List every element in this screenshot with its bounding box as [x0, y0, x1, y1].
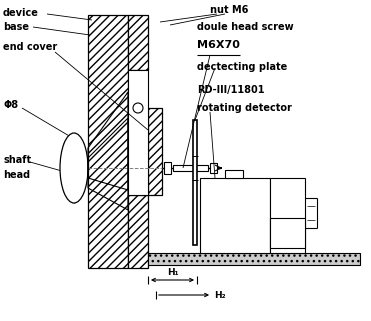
Text: doule head screw: doule head screw: [197, 22, 293, 32]
Ellipse shape: [60, 133, 88, 203]
Text: device: device: [3, 8, 39, 18]
Text: rotating detector: rotating detector: [197, 103, 292, 113]
Text: H₂: H₂: [214, 291, 226, 299]
Bar: [225, 170, 243, 178]
Bar: [128, 15, 148, 70]
Text: RD-III/11801: RD-III/11801: [197, 85, 265, 95]
Text: H₁: H₁: [167, 268, 178, 277]
Bar: [173, 165, 208, 171]
Bar: [200, 178, 270, 253]
Bar: [270, 178, 305, 253]
Bar: [270, 218, 305, 248]
Bar: [88, 15, 128, 268]
Bar: [193, 120, 197, 245]
Bar: [128, 195, 148, 268]
Bar: [210, 163, 217, 173]
Bar: [128, 70, 148, 195]
Bar: [148, 108, 162, 195]
Text: head: head: [3, 170, 30, 180]
Text: Φ8: Φ8: [3, 100, 18, 110]
Text: shaft: shaft: [3, 155, 31, 165]
Text: M6X70: M6X70: [197, 40, 240, 50]
Text: base: base: [3, 22, 29, 32]
Bar: [148, 253, 360, 265]
Text: dectecting plate: dectecting plate: [197, 62, 287, 72]
Text: nut M6: nut M6: [210, 5, 248, 15]
Bar: [164, 162, 171, 174]
Text: end cover: end cover: [3, 42, 57, 52]
